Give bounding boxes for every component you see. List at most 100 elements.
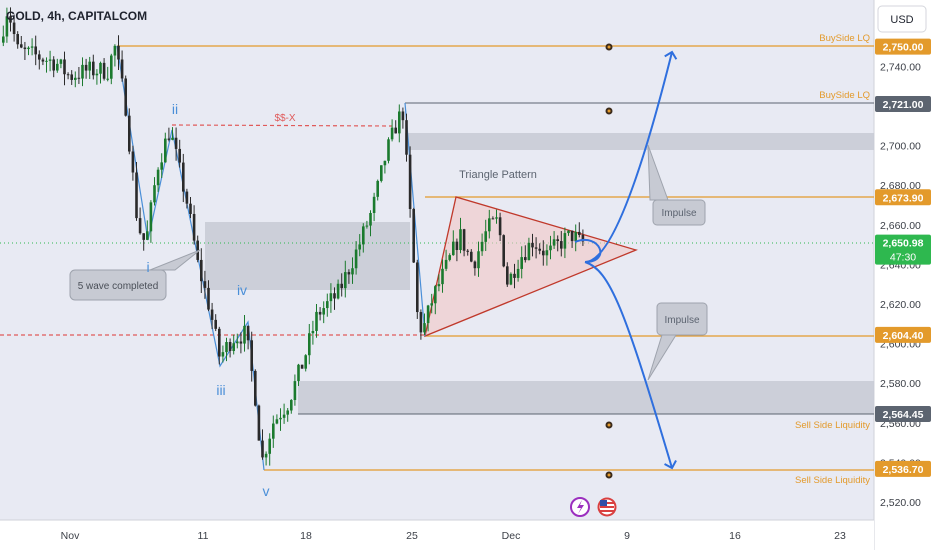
candle-body: [581, 234, 585, 242]
candle-body: [290, 400, 293, 411]
y-tick-label: 2,700.00: [880, 141, 921, 153]
candle-body: [117, 45, 120, 60]
candle-body: [41, 59, 45, 62]
eye-icon[interactable]: [605, 421, 613, 429]
candle-body: [200, 259, 203, 282]
level-label-sellside-2: Sell Side Liquidity: [795, 475, 870, 486]
candle-body: [455, 241, 459, 251]
candle-body: [261, 440, 264, 458]
candle-body: [509, 273, 513, 285]
candle-body: [70, 74, 73, 80]
price-tag-value: 2,750.00: [883, 42, 924, 54]
impulse-up-box[interactable]: [652, 199, 706, 226]
candle-body: [322, 308, 325, 315]
candle-body: [326, 301, 329, 309]
candle-body: [221, 352, 225, 357]
price-tag-value: 2,564.45: [883, 409, 924, 421]
price-axis[interactable]: [874, 0, 932, 550]
y-tick-label: 2,580.00: [880, 378, 921, 390]
eye-icon[interactable]: [605, 107, 613, 115]
candles-group: [2, 7, 585, 466]
candle-body: [246, 325, 250, 341]
price-tag: [875, 405, 931, 422]
price-tag-countdown: 47:30: [890, 252, 916, 264]
candle-body: [5, 16, 9, 37]
candle-body: [531, 242, 534, 248]
candle-body: [520, 257, 523, 269]
level-label-buyside-1: BuySide LQ: [819, 33, 870, 44]
level-label-sellside-1: Sell Side Liquidity: [795, 420, 870, 431]
candle-body: [542, 250, 545, 256]
candle-body: [45, 60, 48, 62]
y-tick-label: 2,520.00: [880, 497, 921, 509]
x-axis-ticks: Nov 11 18 25 Dec 9 16 23: [61, 530, 846, 542]
candle-body: [185, 191, 189, 204]
plot-area[interactable]: [0, 0, 874, 520]
x-tick-label: 18: [300, 530, 312, 542]
candle-body: [38, 54, 41, 60]
impulse-down-label: Impulse: [664, 315, 699, 326]
candle-body: [131, 151, 135, 173]
candle-body: [358, 244, 361, 250]
triangle-pattern-shape[interactable]: [424, 196, 638, 338]
eye-icon[interactable]: [605, 43, 613, 51]
candle-body: [228, 342, 232, 352]
candle-body: [315, 311, 318, 331]
candle-body: [513, 273, 516, 278]
candle-body: [282, 414, 286, 418]
candle-body: [534, 247, 538, 249]
us-flag-event-icon[interactable]: [597, 497, 617, 517]
candle-body: [268, 438, 271, 454]
candle-body: [484, 231, 487, 242]
candle-body: [405, 120, 408, 155]
candle-body: [495, 217, 498, 219]
lightning-event-icon[interactable]: [570, 497, 590, 517]
candle-body: [56, 63, 59, 71]
candle-body: [491, 218, 495, 220]
five-wave-box[interactable]: [69, 269, 167, 301]
wave-label-iv: iv: [237, 282, 247, 298]
projection-down-path: [584, 261, 677, 470]
price-tag-value: 2,650.98: [883, 238, 924, 250]
price-tag-value: 2,604.40: [883, 330, 924, 342]
eye-icon[interactable]: [605, 471, 613, 479]
candle-body: [66, 74, 70, 76]
candle-body: [153, 185, 156, 203]
candle-body: [272, 423, 275, 439]
candle-body: [124, 78, 127, 116]
candle-body: [207, 287, 210, 310]
candle-body: [264, 453, 268, 458]
candle-body: [538, 248, 541, 251]
candle-body: [135, 172, 138, 219]
ssx-label: $$-X: [274, 113, 295, 124]
wave-label-ii: ii: [172, 101, 178, 117]
currency-button[interactable]: [877, 5, 927, 33]
candle-body: [434, 286, 437, 304]
candle-body: [84, 64, 88, 71]
impulse-down-box[interactable]: [656, 302, 708, 336]
candle-body: [63, 59, 66, 75]
candle-body: [336, 283, 340, 299]
time-axis[interactable]: [0, 520, 874, 550]
candle-body: [423, 323, 426, 333]
candle-body: [210, 309, 214, 320]
symbol-title: GOLD, 4h, CAPITALCOM: [6, 9, 147, 23]
candle-body: [225, 342, 228, 353]
candle-body: [160, 162, 163, 170]
candle-body: [333, 293, 336, 299]
candle-body: [477, 251, 480, 269]
projection-up-path: [574, 50, 678, 263]
candle-body: [369, 213, 372, 226]
candle-body: [401, 111, 405, 121]
candle-body: [344, 272, 347, 289]
candle-body: [106, 78, 109, 80]
candle-body: [470, 251, 473, 262]
candle-body: [362, 226, 365, 245]
price-tag-value: 2,673.90: [883, 192, 924, 204]
candle-body: [74, 77, 77, 80]
x-tick-label: Dec: [502, 530, 521, 542]
y-tick-label: 2,740.00: [880, 61, 921, 73]
candle-body: [102, 62, 106, 79]
candle-body: [462, 229, 466, 251]
